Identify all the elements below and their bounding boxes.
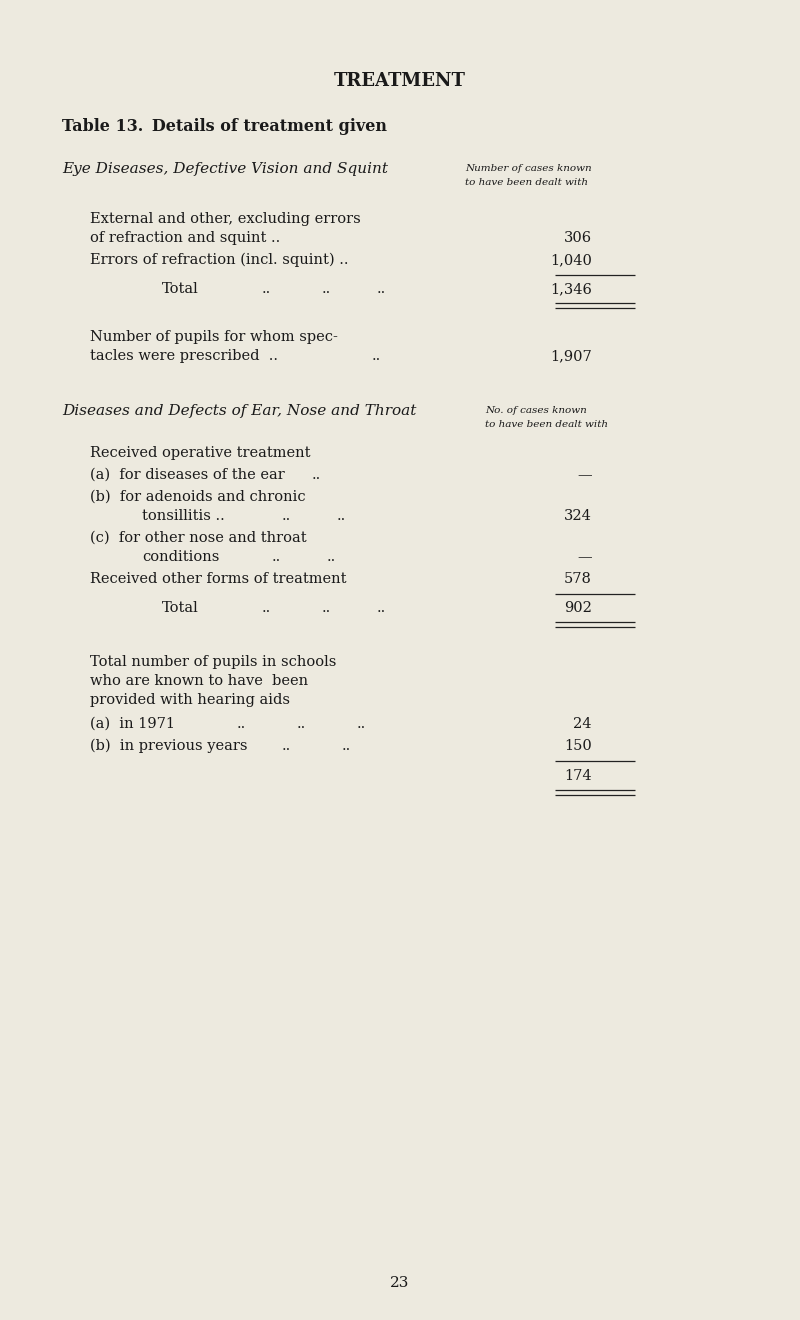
Text: 324: 324 [564, 510, 592, 523]
Text: to have been dealt with: to have been dealt with [465, 178, 588, 187]
Text: Diseases and Defects of Ear, Nose and Throat: Diseases and Defects of Ear, Nose and Th… [62, 404, 416, 418]
Text: ..: .. [282, 510, 291, 523]
Text: (c)  for other nose and throat: (c) for other nose and throat [90, 531, 306, 545]
Text: Total number of pupils in schools: Total number of pupils in schools [90, 655, 336, 669]
Text: ..: .. [322, 282, 331, 296]
Text: (a)  in 1971: (a) in 1971 [90, 717, 175, 731]
Text: (b)  in previous years: (b) in previous years [90, 739, 247, 754]
Text: ..: .. [272, 550, 282, 564]
Text: ..: .. [372, 348, 382, 363]
Text: ..: .. [337, 510, 346, 523]
Text: Errors of refraction (incl. squint) ..: Errors of refraction (incl. squint) .. [90, 253, 349, 268]
Text: 150: 150 [564, 739, 592, 752]
Text: ..: .. [282, 739, 291, 752]
Text: 1,040: 1,040 [550, 253, 592, 267]
Text: Number of cases known: Number of cases known [465, 164, 592, 173]
Text: Received operative treatment: Received operative treatment [90, 446, 310, 459]
Text: 306: 306 [564, 231, 592, 246]
Text: No. of cases known: No. of cases known [485, 407, 586, 414]
Text: who are known to have  been: who are known to have been [90, 675, 308, 688]
Text: 174: 174 [564, 770, 592, 783]
Text: 24: 24 [574, 717, 592, 731]
Text: ..: .. [377, 601, 386, 615]
Text: Eye Diseases, Defective Vision and Squint: Eye Diseases, Defective Vision and Squin… [62, 162, 388, 176]
Text: Details of treatment given: Details of treatment given [135, 117, 387, 135]
Text: 902: 902 [564, 601, 592, 615]
Text: 578: 578 [564, 572, 592, 586]
Text: 1,346: 1,346 [550, 282, 592, 296]
Text: tonsillitis ..: tonsillitis .. [142, 510, 225, 523]
Text: ..: .. [322, 601, 331, 615]
Text: —: — [578, 469, 592, 482]
Text: (a)  for diseases of the ear: (a) for diseases of the ear [90, 469, 285, 482]
Text: 1,907: 1,907 [550, 348, 592, 363]
Text: (b)  for adenoids and chronic: (b) for adenoids and chronic [90, 490, 306, 504]
Text: Number of pupils for whom spec-: Number of pupils for whom spec- [90, 330, 338, 345]
Text: tacles were prescribed  ..: tacles were prescribed .. [90, 348, 278, 363]
Text: Total: Total [162, 601, 198, 615]
Text: of refraction and squint ..: of refraction and squint .. [90, 231, 280, 246]
Text: —: — [578, 550, 592, 564]
Text: Received other forms of treatment: Received other forms of treatment [90, 572, 346, 586]
Text: conditions: conditions [142, 550, 219, 564]
Text: ..: .. [342, 739, 351, 752]
Text: ..: .. [262, 282, 271, 296]
Text: Total: Total [162, 282, 198, 296]
Text: Table 13.: Table 13. [62, 117, 143, 135]
Text: ..: .. [297, 717, 306, 731]
Text: to have been dealt with: to have been dealt with [485, 420, 608, 429]
Text: ..: .. [312, 469, 322, 482]
Text: ..: .. [237, 717, 246, 731]
Text: TREATMENT: TREATMENT [334, 73, 466, 90]
Text: ..: .. [262, 601, 271, 615]
Text: provided with hearing aids: provided with hearing aids [90, 693, 290, 708]
Text: External and other, excluding errors: External and other, excluding errors [90, 213, 361, 226]
Text: ..: .. [327, 550, 336, 564]
Text: ..: .. [357, 717, 366, 731]
Text: ..: .. [377, 282, 386, 296]
Text: 23: 23 [390, 1276, 410, 1290]
